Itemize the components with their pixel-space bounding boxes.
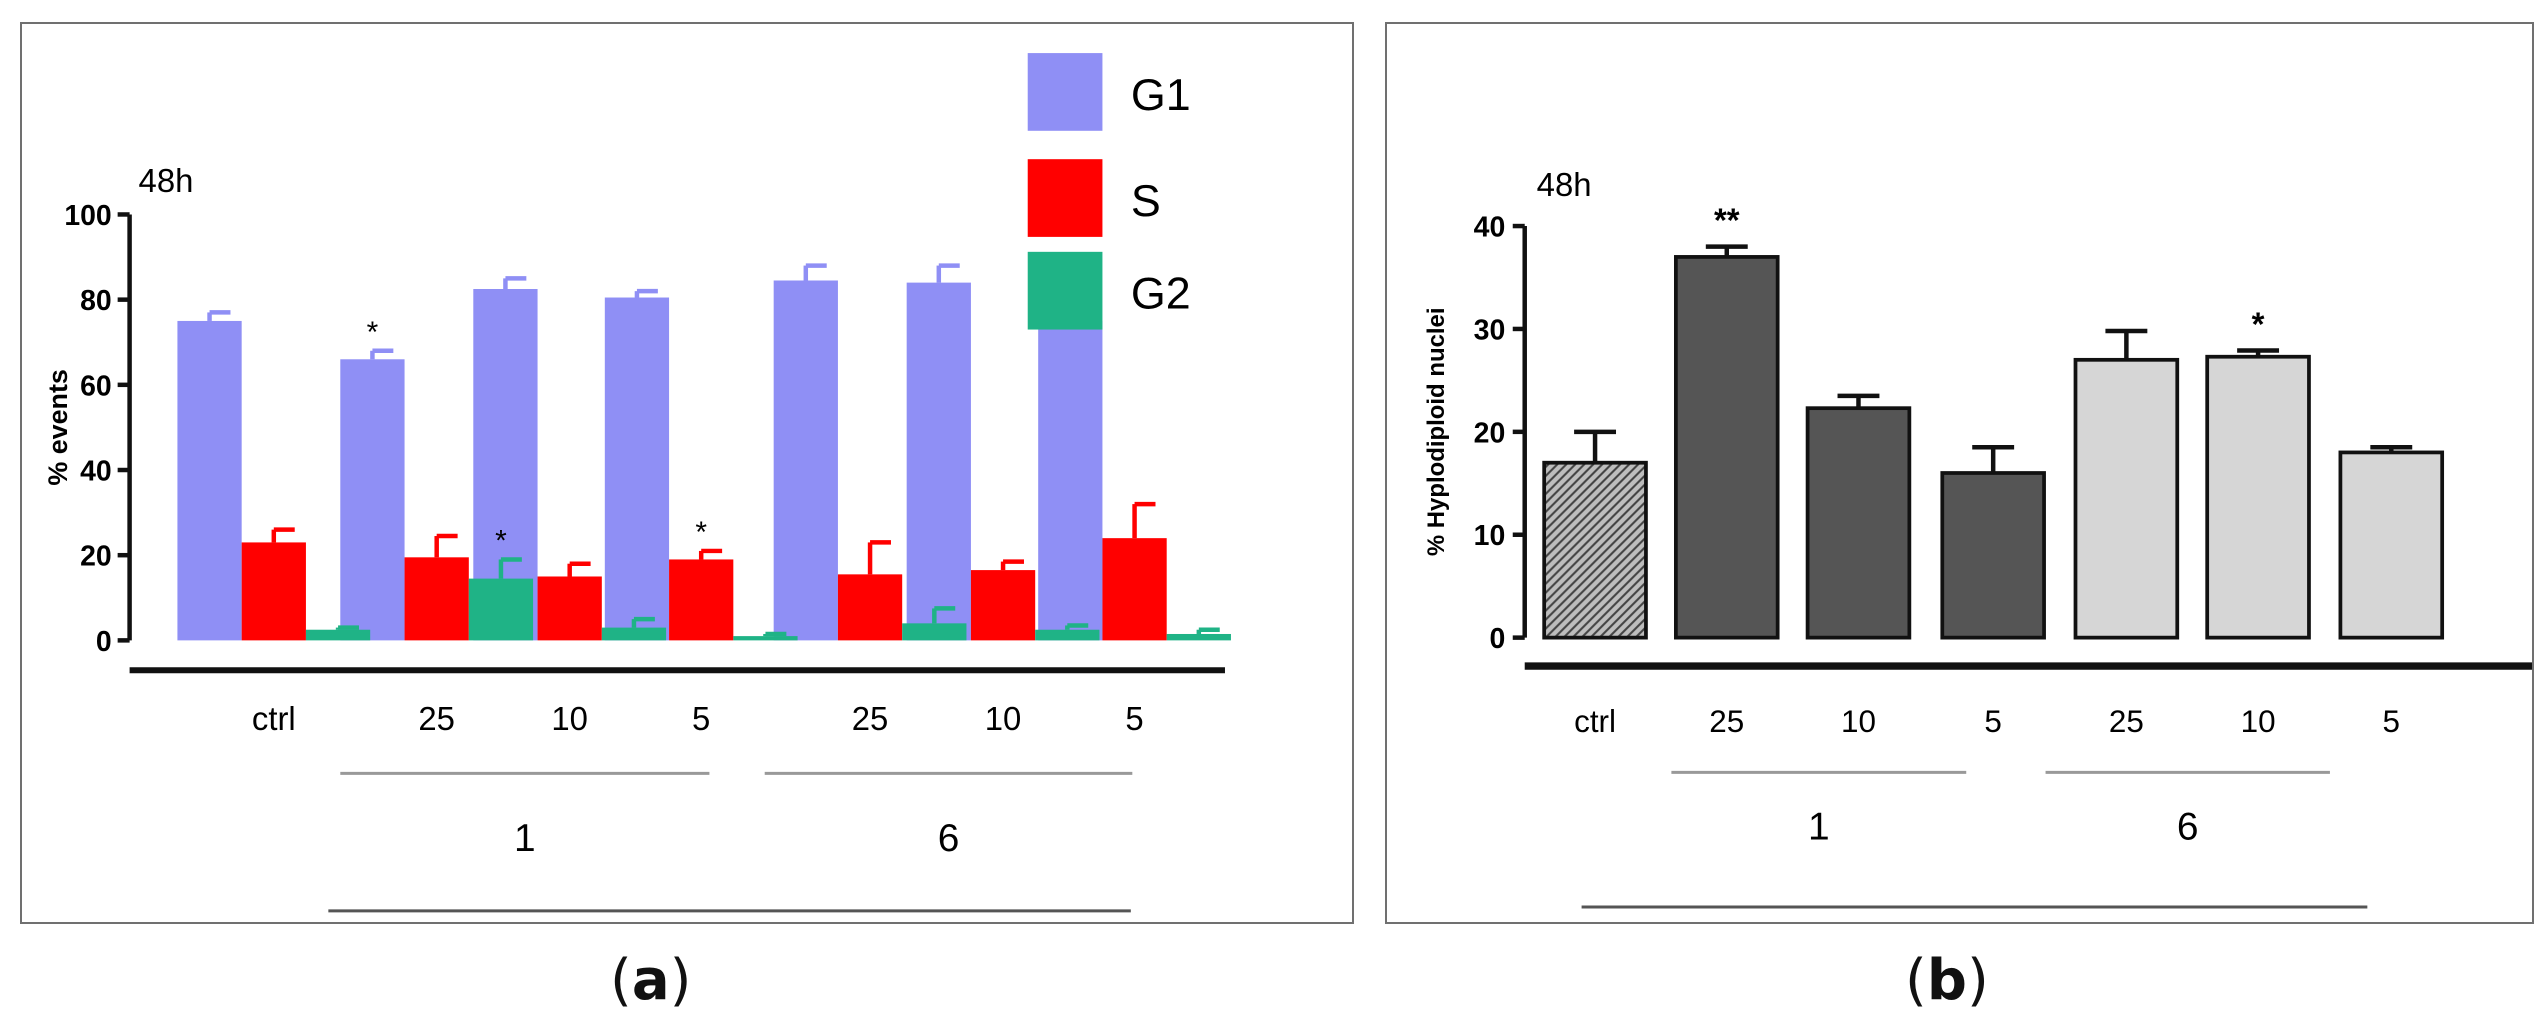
x-tick-label: 25 <box>852 700 889 737</box>
bar-g1 <box>906 282 971 641</box>
x-tick-label: 10 <box>2241 704 2276 739</box>
y-tick-label: 20 <box>80 541 112 573</box>
y-axis-label: % events <box>43 369 73 486</box>
significance-star: ** <box>1714 202 1740 239</box>
y-tick-label: 30 <box>1474 314 1506 346</box>
group-label: 1 <box>514 817 536 860</box>
legend-label-g1: G1 <box>1131 69 1191 120</box>
panel-a-cell-cycle-chart: 0 20 40 60 80 100 % events 48h * * * ctrl 25 10 5 25 10 5… <box>20 22 1354 924</box>
y-tick-label: 20 <box>1474 417 1506 449</box>
y-tick-label: 40 <box>80 455 112 487</box>
x-tick-label: ctrl <box>252 700 296 737</box>
bar-g1 <box>604 297 670 641</box>
time-label: 48h <box>139 162 194 199</box>
significance-star: * <box>367 316 379 349</box>
bar-s <box>404 557 469 641</box>
panel-b-label: (b) <box>1905 948 1989 1013</box>
legend-swatch-s <box>1027 159 1103 237</box>
y-tick-label: 10 <box>1474 520 1506 552</box>
legend-swatch-g1 <box>1027 53 1103 131</box>
y-tick-label: 40 <box>1474 212 1506 244</box>
bar-g2 <box>902 623 967 641</box>
bar-s <box>669 559 734 641</box>
bar-g2 <box>1035 629 1100 641</box>
panel-a-label: (a) <box>610 948 692 1013</box>
significance-star: * <box>495 524 507 557</box>
y-axis-label: % Hyplodiploid nuclei <box>1423 307 1450 556</box>
x-tick-label: 10 <box>1841 704 1876 739</box>
y-tick-label: 60 <box>80 370 112 402</box>
bar <box>1805 406 1912 640</box>
bar-g2 <box>733 636 798 641</box>
x-tick-label: 25 <box>2109 704 2144 739</box>
group-label: 6 <box>938 817 960 860</box>
x-tick-label: 5 <box>2383 704 2400 739</box>
significance-star: * <box>695 516 707 549</box>
bar-g2 <box>601 627 667 641</box>
bar-g1 <box>340 359 405 641</box>
bar <box>2205 354 2311 640</box>
bar-g1 <box>177 320 242 641</box>
cell-cycle-bar-chart-svg: 0 20 40 60 80 100 % events 48h * * * ctrl 25 10 5 25 10 5… <box>43 53 1231 913</box>
bar-g1 <box>1038 320 1103 641</box>
bar-s <box>241 542 306 641</box>
bar <box>1940 471 2046 640</box>
x-tick-label: ctrl <box>1574 704 1616 739</box>
x-tick-label: 25 <box>1709 704 1744 739</box>
bar-s <box>837 574 903 641</box>
y-tick-label: 100 <box>64 200 111 232</box>
bar <box>2338 450 2445 640</box>
bar-g2 <box>305 629 371 641</box>
legend-swatch-g2 <box>1027 251 1103 330</box>
x-tick-label: 5 <box>692 700 710 737</box>
x-tick-label: 5 <box>1984 704 2001 739</box>
bar <box>2073 357 2180 640</box>
x-tick-label: 25 <box>418 700 455 737</box>
x-tick-label: 10 <box>985 700 1022 737</box>
time-label: 48h <box>1537 166 1592 203</box>
bar-g2 <box>1166 633 1231 641</box>
y-tick-label: 0 <box>1489 623 1505 655</box>
group-label: 6 <box>2177 806 2199 849</box>
x-tick-label: 10 <box>551 700 588 737</box>
y-tick-label: 0 <box>96 626 112 658</box>
bar-s <box>970 570 1036 641</box>
y-tick-label: 80 <box>80 285 112 317</box>
bar <box>1674 255 1780 640</box>
bar-g1 <box>773 280 838 641</box>
legend-label-s: S <box>1131 175 1161 226</box>
panel-b-hypodiploid-chart: 0 10 20 30 40% Hyplodiploid nuclei 48h ** * ctrl… <box>1385 22 2534 924</box>
group-label: 1 <box>1808 806 1830 849</box>
legend-label-g2: G2 <box>1131 268 1191 319</box>
bar-s <box>1102 538 1167 641</box>
bar <box>1542 460 1648 640</box>
bar-s <box>537 576 602 641</box>
significance-star: * <box>2252 306 2265 343</box>
bar-g2 <box>468 578 534 641</box>
x-tick-label: 5 <box>1125 700 1143 737</box>
